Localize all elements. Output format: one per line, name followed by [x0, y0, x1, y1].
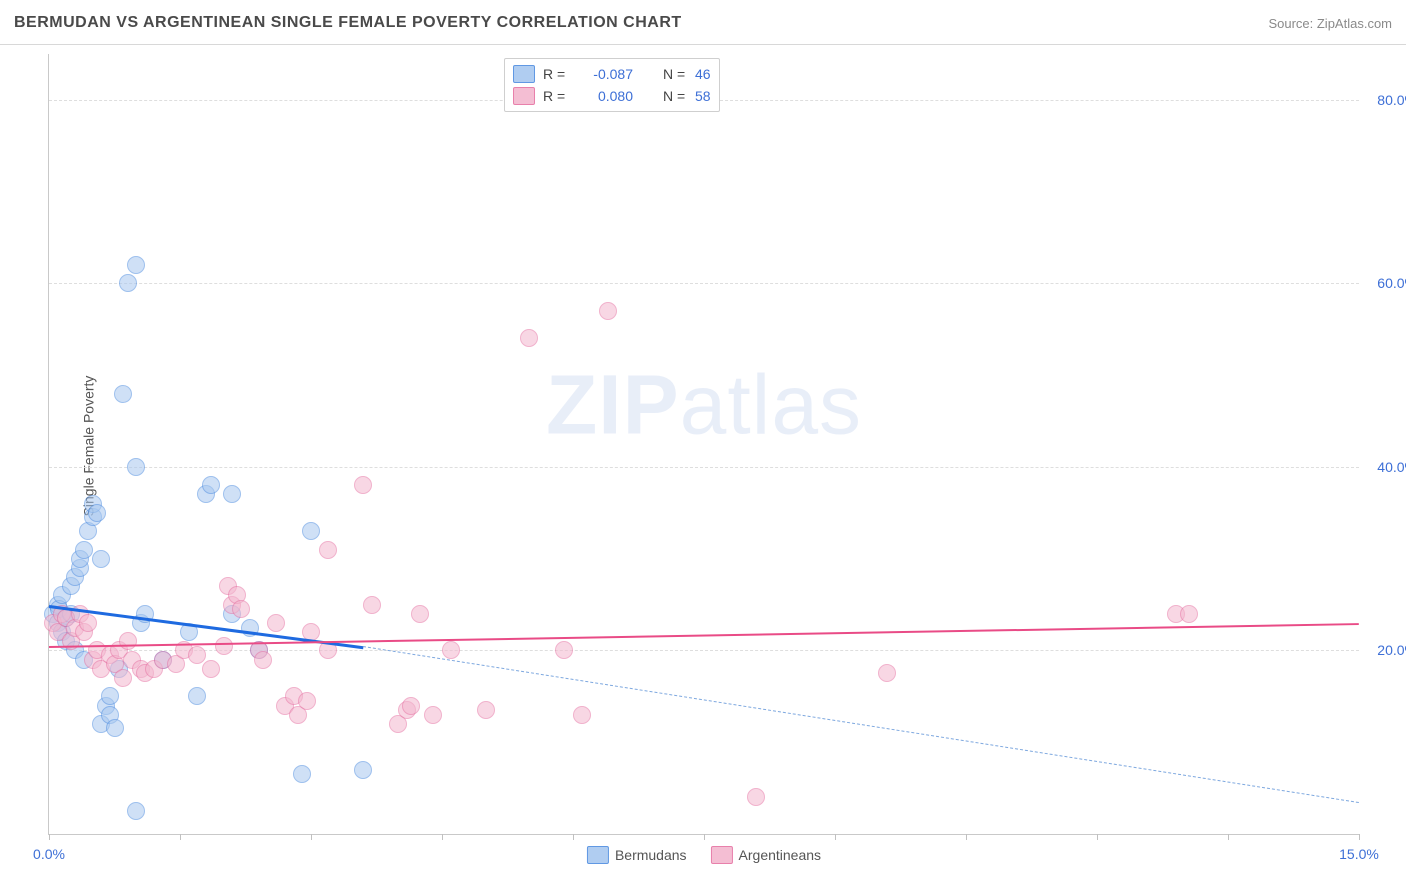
data-point-argentineans [1180, 605, 1198, 623]
data-point-argentineans [555, 641, 573, 659]
data-point-bermudans [106, 719, 124, 737]
data-point-argentineans [254, 651, 272, 669]
x-tick-mark [442, 834, 443, 840]
data-point-argentineans [411, 605, 429, 623]
x-tick-mark [49, 834, 50, 840]
trend-line [363, 646, 1359, 803]
legend-label: Argentineans [739, 847, 822, 863]
legend-row-argentineans: R = 0.080 N = 58 [513, 85, 711, 107]
data-point-argentineans [878, 664, 896, 682]
x-tick-mark [1228, 834, 1229, 840]
data-point-argentineans [573, 706, 591, 724]
data-point-bermudans [75, 541, 93, 559]
data-point-argentineans [477, 701, 495, 719]
y-tick-label: 60.0% [1377, 275, 1406, 291]
y-tick-label: 40.0% [1377, 459, 1406, 475]
data-point-bermudans [302, 522, 320, 540]
legend-swatch [513, 65, 535, 83]
watermark-bold: ZIP [546, 358, 680, 452]
data-point-argentineans [119, 632, 137, 650]
data-point-bermudans [114, 385, 132, 403]
y-tick-label: 80.0% [1377, 92, 1406, 108]
x-tick-mark [573, 834, 574, 840]
data-point-bermudans [101, 687, 119, 705]
data-point-argentineans [79, 614, 97, 632]
legend-item-argentineans: Argentineans [711, 846, 822, 864]
data-point-bermudans [127, 802, 145, 820]
data-point-argentineans [298, 692, 316, 710]
chart-title: BERMUDAN VS ARGENTINEAN SINGLE FEMALE PO… [14, 14, 682, 32]
data-point-bermudans [202, 476, 220, 494]
data-point-argentineans [520, 329, 538, 347]
legend-swatch [711, 846, 733, 864]
x-tick-mark [180, 834, 181, 840]
legend-r-label: R = [543, 66, 567, 82]
legend-r-value: -0.087 [575, 66, 633, 82]
data-point-argentineans [363, 596, 381, 614]
legend-n-value: 58 [695, 88, 711, 104]
legend-item-bermudans: Bermudans [587, 846, 687, 864]
chart-header: BERMUDAN VS ARGENTINEAN SINGLE FEMALE PO… [0, 0, 1406, 45]
data-point-argentineans [114, 669, 132, 687]
legend-swatch [513, 87, 535, 105]
data-point-bermudans [92, 550, 110, 568]
series-legend: Bermudans Argentineans [587, 846, 821, 864]
data-point-argentineans [319, 541, 337, 559]
x-tick-mark [311, 834, 312, 840]
data-point-bermudans [223, 485, 241, 503]
data-point-argentineans [424, 706, 442, 724]
legend-row-bermudans: R = -0.087 N = 46 [513, 63, 711, 85]
data-point-argentineans [232, 600, 250, 618]
legend-n-label: N = [663, 66, 687, 82]
correlation-legend: R = -0.087 N = 46 R = 0.080 N = 58 [504, 58, 720, 112]
legend-r-label: R = [543, 88, 567, 104]
x-tick-mark [966, 834, 967, 840]
gridline-horizontal [49, 467, 1359, 468]
data-point-bermudans [127, 458, 145, 476]
watermark: ZIPatlas [546, 357, 862, 454]
gridline-horizontal [49, 283, 1359, 284]
x-tick-mark [704, 834, 705, 840]
x-tick-mark [1359, 834, 1360, 840]
legend-label: Bermudans [615, 847, 687, 863]
data-point-bermudans [354, 761, 372, 779]
data-point-argentineans [747, 788, 765, 806]
source-attribution: Source: ZipAtlas.com [1268, 16, 1392, 31]
x-tick-mark [1097, 834, 1098, 840]
data-point-argentineans [402, 697, 420, 715]
data-point-argentineans [354, 476, 372, 494]
data-point-bermudans [119, 274, 137, 292]
data-point-argentineans [267, 614, 285, 632]
data-point-argentineans [202, 660, 220, 678]
data-point-argentineans [442, 641, 460, 659]
data-point-argentineans [599, 302, 617, 320]
data-point-bermudans [127, 256, 145, 274]
x-tick-mark [835, 834, 836, 840]
scatter-chart: ZIPatlas 20.0%40.0%60.0%80.0%0.0%15.0%R … [48, 54, 1359, 835]
data-point-argentineans [215, 637, 233, 655]
data-point-bermudans [88, 504, 106, 522]
x-tick-label: 0.0% [33, 846, 65, 862]
x-tick-label: 15.0% [1339, 846, 1379, 862]
gridline-horizontal [49, 650, 1359, 651]
y-tick-label: 20.0% [1377, 642, 1406, 658]
legend-r-value: 0.080 [575, 88, 633, 104]
legend-swatch [587, 846, 609, 864]
watermark-light: atlas [680, 358, 862, 452]
data-point-bermudans [293, 765, 311, 783]
legend-n-value: 46 [695, 66, 711, 82]
legend-n-label: N = [663, 88, 687, 104]
data-point-bermudans [188, 687, 206, 705]
